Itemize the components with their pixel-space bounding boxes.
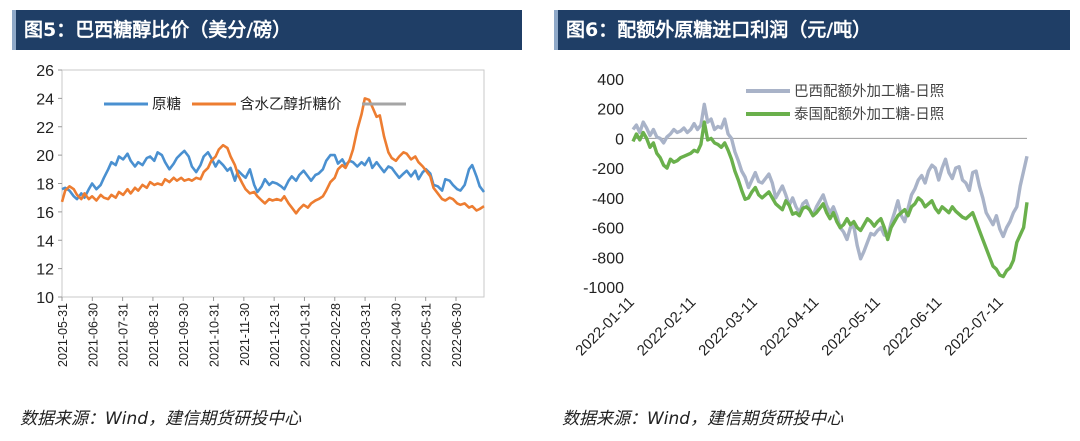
source-note: 数据来源：Wind，建信期货研投中心 — [20, 409, 302, 429]
chart-title: 图6：配额外原糖进口利润（元/吨） — [566, 19, 872, 41]
x-tick-label: 2022-01-31 — [298, 303, 312, 367]
series-line-raw-sugar — [61, 149, 486, 201]
chart-title: 图5：巴西糖醇比价（美分/磅） — [24, 19, 292, 41]
x-tick-label: 2022-02-11 — [634, 294, 699, 359]
y-tick-label: 14 — [36, 233, 54, 250]
x-tick-label: 2022-07-11 — [941, 294, 1006, 359]
x-tick-label: 2022-06-11 — [880, 294, 945, 359]
source-note: 数据来源：Wind，建信期货研投中心 — [562, 409, 844, 429]
y-tick-label: -400 — [592, 191, 624, 208]
x-tick-label: 2021-05-31 — [56, 303, 70, 367]
x-tick-label: 2022-02-28 — [329, 303, 343, 367]
panel-import-profit: 图6：配额外原糖进口利润（元/吨） 400 200 0 -200 -400 -600 -80… — [540, 0, 1080, 441]
chart-import-profit: 4002000-200-400-600-800-10002022-01-1120… — [572, 72, 1029, 359]
y-tick-label: 18 — [36, 177, 54, 194]
legend-label-hydrous-ethanol: 含水乙醇折糖价 — [240, 96, 342, 113]
x-tick-label: 2021-12-31 — [268, 303, 282, 367]
legend-label-brazil: 巴西配额外加工糖-日照 — [794, 83, 944, 100]
y-tick-label: -800 — [592, 250, 624, 267]
panel-brazil-sugar-ethanol: 图5：巴西糖醇比价（美分/磅） 10 12 14 16 18 20 22 24 26 2021-0… — [12, 10, 522, 429]
x-tick-label: 2021-10-31 — [208, 303, 222, 367]
x-tick-label: 2022-01-11 — [572, 294, 637, 359]
y-tick-label: 200 — [597, 102, 624, 119]
y-tick-label: 22 — [36, 120, 54, 137]
x-tick-label: 2022-05-11 — [818, 294, 883, 359]
x-tick-label: 2022-05-31 — [420, 303, 434, 367]
title-accent — [554, 10, 558, 50]
y-tick-label: 400 — [597, 72, 624, 89]
x-tick-label: 2022-06-30 — [450, 303, 464, 367]
x-tick-label: 2022-03-31 — [359, 303, 373, 367]
x-tick-label: 2021-07-31 — [117, 303, 131, 367]
series-line-brazil — [631, 102, 1029, 261]
legend-label-raw-sugar: 原糖 — [152, 96, 181, 113]
chart-title-bar: 图5：巴西糖醇比价（美分/磅） — [12, 10, 522, 50]
x-tick-label: 2022-03-11 — [695, 294, 760, 359]
chart-title-bar: 图6：配额外原糖进口利润（元/吨） — [554, 10, 1070, 50]
x-tick-label: 2021-09-30 — [177, 303, 191, 367]
y-tick-label: -600 — [592, 221, 624, 238]
x-tick-label: 2021-08-31 — [147, 303, 161, 367]
title-accent — [12, 10, 16, 50]
x-tick-label: 2022-04-11 — [757, 294, 822, 359]
y-tick-label: 20 — [36, 148, 54, 165]
y-tick-label: 10 — [36, 290, 54, 307]
x-tick-label: 2021-06-30 — [86, 303, 100, 367]
chart-brazil-sugar-ethanol: 10 12 14 16 18 20 22 24 26 2021-05-31 2021-06-30 20… — [36, 63, 486, 367]
y-tick-label: 0 — [615, 131, 624, 148]
x-tick-label: 2021-11-30 — [238, 303, 252, 366]
y-tick-label: 26 — [36, 63, 54, 80]
y-tick-label: 24 — [36, 91, 54, 108]
series-line-hydrous-ethanol — [60, 97, 485, 215]
y-tick-label: -1000 — [583, 280, 624, 297]
y-tick-label: 16 — [36, 205, 54, 222]
legend-label-thailand: 泰国配额外加工糖-日照 — [794, 106, 944, 123]
y-tick-label: 12 — [36, 262, 54, 279]
series-line-thailand — [631, 120, 1029, 279]
x-tick-label: 2022-04-30 — [389, 303, 403, 367]
y-tick-label: -200 — [592, 161, 624, 178]
